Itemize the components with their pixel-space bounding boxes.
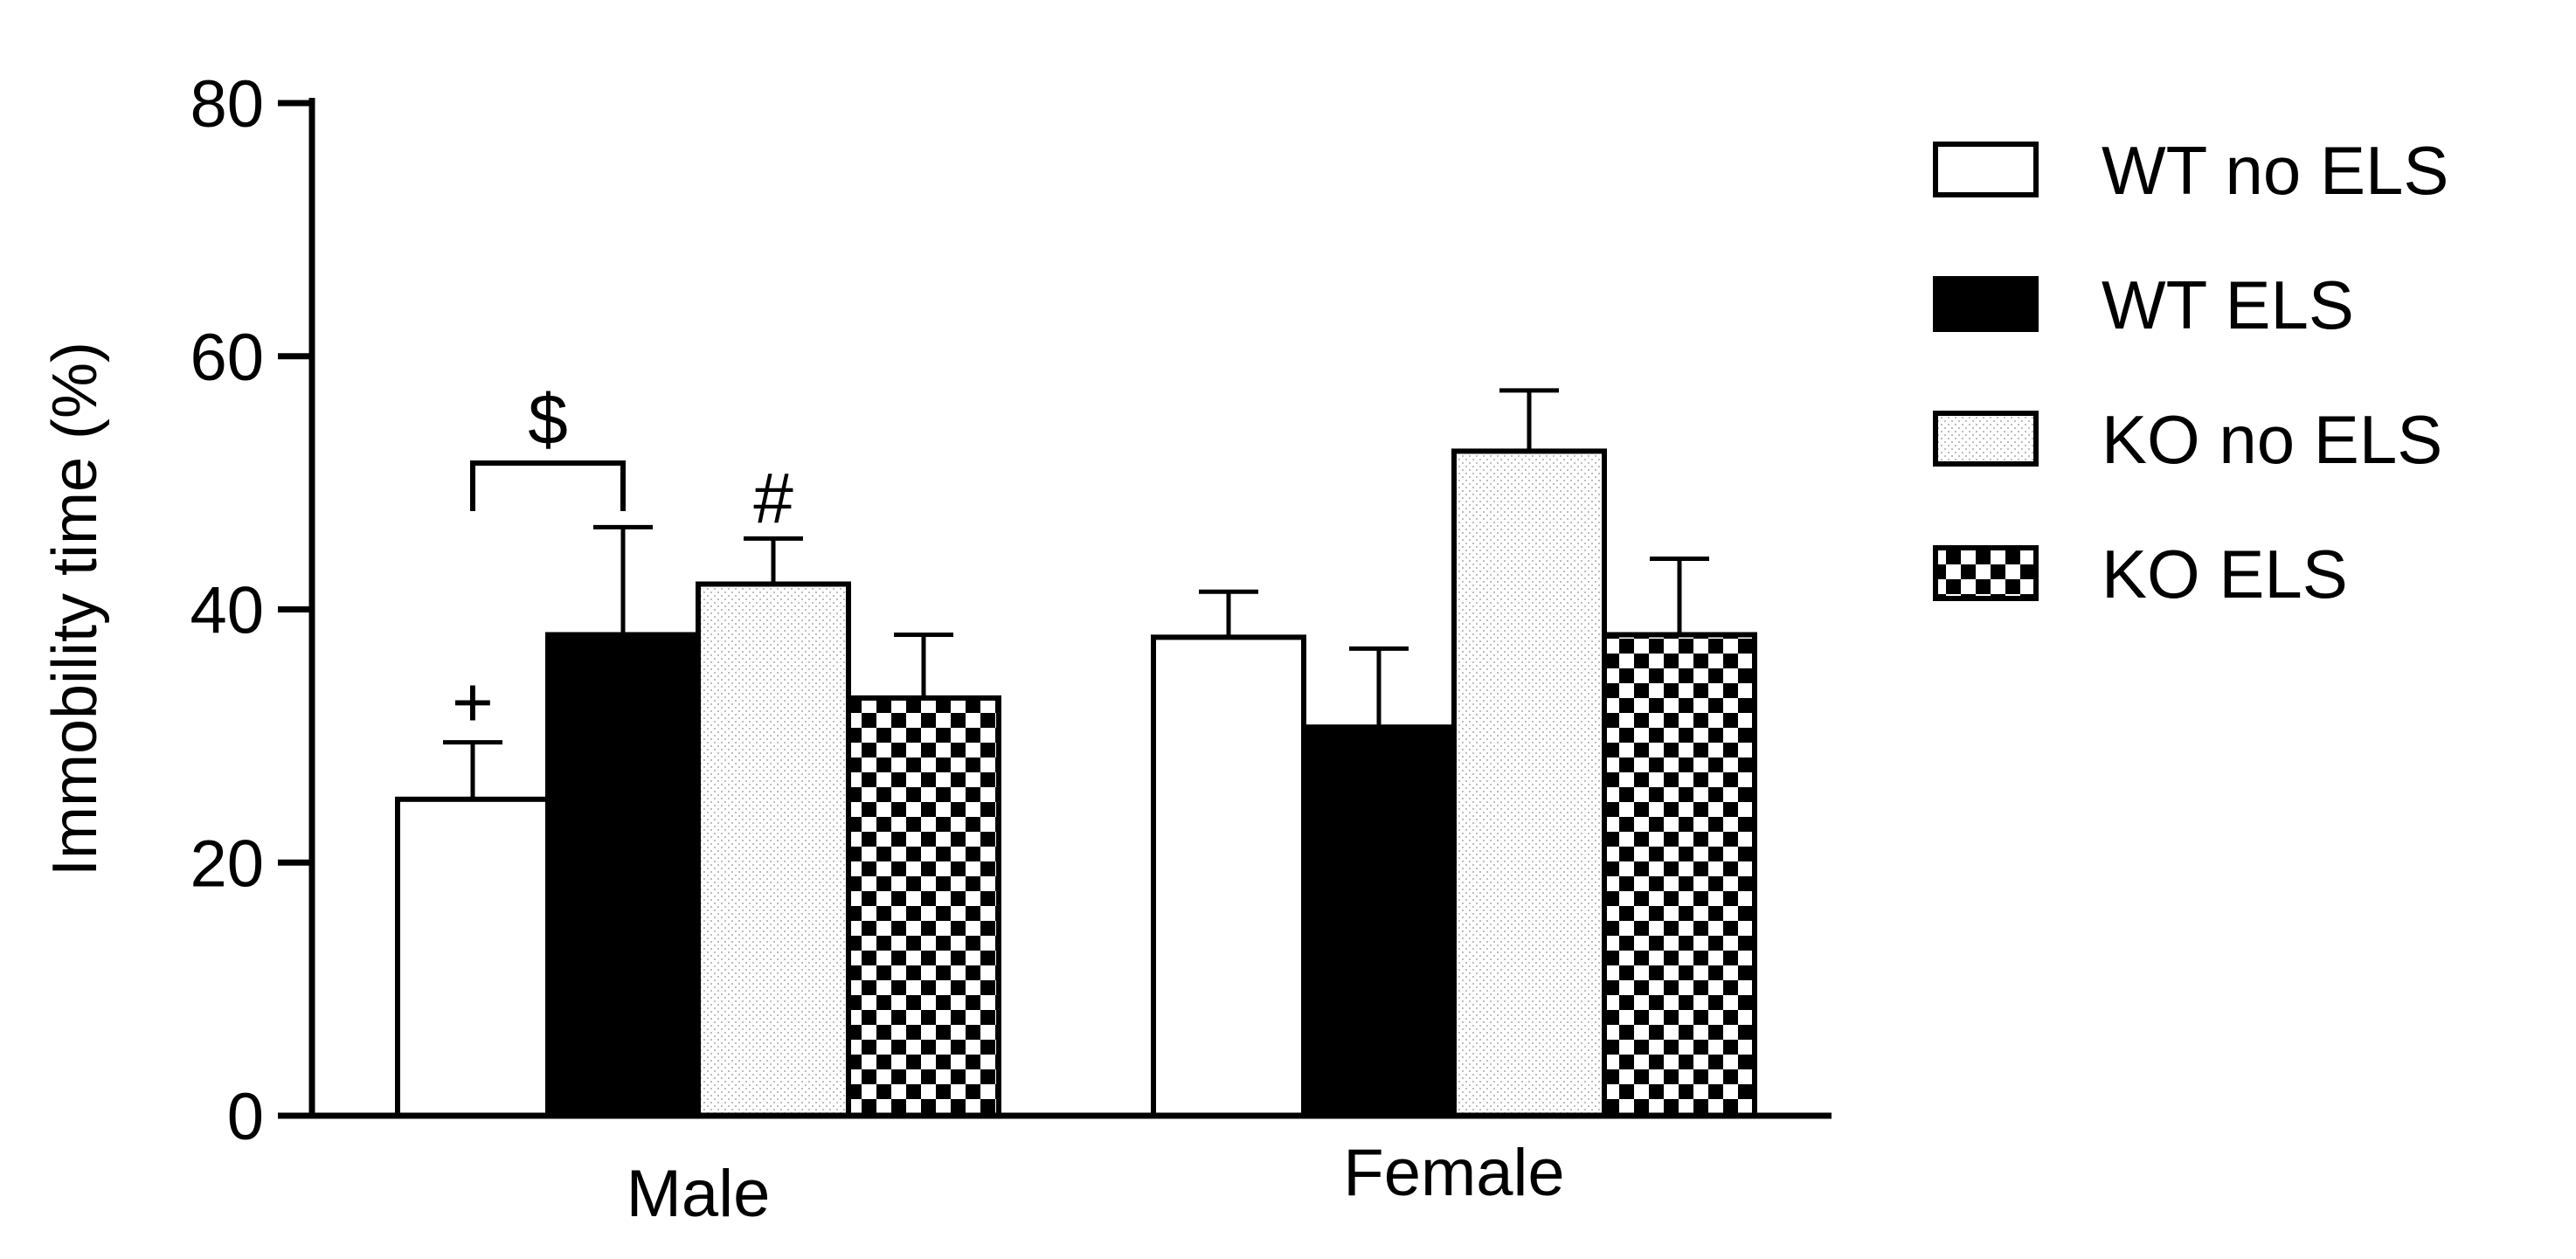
category-labels: Male Female [627,1136,1565,1231]
bar-female-ko-els [1602,632,1757,1118]
bar-female-wt-els [1301,724,1457,1118]
significance-marker: # [753,459,793,538]
y-tick-label: 40 [190,574,264,648]
error-bars [443,388,1709,799]
legend-swatch [1933,142,2039,197]
category-label: Female [1343,1136,1564,1210]
y-tick-label: 0 [227,1080,264,1154]
bar-male-ko-els [846,695,1001,1118]
y-tick-label: 60 [190,321,264,395]
bars [395,448,1757,1118]
legend-label: WT no ELS [2102,132,2448,209]
legend-label: KO ELS [2102,536,2348,612]
legend: WT no ELS WT ELS KO no ELS KO ELS [1933,132,2448,612]
y-tick-label: 80 [190,67,264,142]
significance-marker: $ [528,380,568,460]
legend-swatch [1933,276,2039,332]
y-tick-label: 20 [190,827,264,901]
bar-male-wt-els [545,632,701,1118]
y-axis-title: Immobility time (%) [40,342,110,876]
legend-label: WT ELS [2102,266,2354,343]
bar-male-wt-no-els [395,796,551,1118]
legend-label: KO no ELS [2102,401,2442,478]
significance-bracket [470,460,626,511]
legend-swatch [1933,545,2039,601]
y-axis-ticks: 0 20 40 60 80 [190,67,312,1154]
bar-male-ko-no-els [696,581,851,1118]
legend-swatch [1933,411,2039,467]
significance-annotations: + $ # [452,380,793,743]
bar-female-ko-no-els [1451,448,1607,1118]
category-label: Male [627,1157,771,1231]
significance-marker: + [452,663,494,743]
bar-female-wt-no-els [1151,634,1306,1118]
